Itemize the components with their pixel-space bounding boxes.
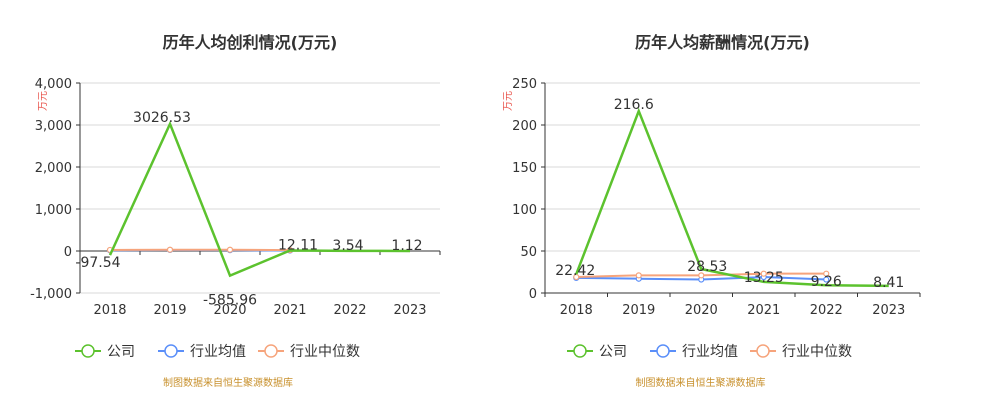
- data-label: 12.11: [278, 237, 318, 253]
- x-tick-label: 2022: [333, 303, 366, 318]
- chart-per-capita-salary: 历年人均薪酬情况(万元) 万元 0 50 100 150 200 250 2018 2019 202…: [503, 33, 921, 389]
- x-tick-label: 2023: [872, 303, 905, 318]
- legend-industry-average-marker: [656, 344, 670, 358]
- x-tick-label: 2022: [810, 303, 843, 318]
- chart-per-capita-profit: 历年人均创利情况(万元) 万元 -1,000 0 1,000 2,000 3,000 4,00…: [30, 33, 441, 389]
- data-label: 3026.53: [133, 110, 191, 126]
- data-point: [823, 276, 830, 283]
- y-tick-label: 4,000: [35, 77, 72, 92]
- data-label: 13.25: [744, 270, 784, 286]
- data-point: [166, 246, 174, 253]
- y-tick-label: 50: [520, 245, 537, 260]
- x-tick-label: 2020: [213, 303, 246, 318]
- data-label: -585.96: [203, 293, 257, 309]
- y-tick-label: 150: [512, 161, 537, 176]
- x-tick-label: 2023: [393, 303, 426, 318]
- y-tick-label: 100: [512, 203, 537, 218]
- y-tick-label: 250: [512, 77, 537, 92]
- y-tick-label: 0: [529, 287, 537, 302]
- legend-company-label: 公司: [599, 344, 627, 360]
- data-label: 9.26: [811, 274, 842, 290]
- source-note: 制图数据来自恒生聚源数据库: [163, 376, 293, 389]
- legend-industry-average-label: 行业均值: [190, 344, 246, 360]
- data-label: 8.41: [873, 275, 904, 291]
- legend-industry-median-label: 行业中位数: [290, 344, 360, 360]
- legend-industry-average-marker: [164, 344, 178, 358]
- legend-industry-median-label: 行业中位数: [782, 344, 852, 360]
- y-axis-unit-label: 万元: [38, 91, 49, 111]
- legend-industry-median-marker: [264, 344, 278, 358]
- data-point: [226, 246, 234, 253]
- chart-title: 历年人均薪酬情况(万元): [635, 33, 810, 52]
- series-line-company: [108, 120, 411, 278]
- y-axis-unit-label: 万元: [503, 91, 514, 111]
- data-point: [698, 272, 705, 279]
- data-point: [823, 270, 830, 277]
- series-line-company: [575, 107, 889, 288]
- y-tick-label: -1,000: [30, 287, 72, 302]
- chart-title: 历年人均创利情况(万元): [163, 33, 338, 52]
- data-label: -97.54: [75, 255, 120, 271]
- y-tick-label: 200: [512, 119, 537, 134]
- data-label: 28.53: [687, 259, 727, 275]
- y-tick-label: 2,000: [35, 161, 72, 176]
- data-label: 216.6: [614, 97, 654, 113]
- x-tick-label: 2018: [93, 303, 126, 318]
- legend-company-marker: [81, 344, 95, 358]
- y-tick-label: 0: [64, 245, 72, 260]
- y-tick-label: 1,000: [35, 203, 72, 218]
- data-label: 3.54: [332, 238, 363, 254]
- x-tick-label: 2021: [747, 303, 780, 318]
- x-tick-label: 2019: [622, 303, 655, 318]
- data-label: 22.42: [555, 263, 595, 279]
- x-tick-label: 2018: [560, 303, 593, 318]
- legend-company-marker: [573, 344, 587, 358]
- x-tick-label: 2020: [685, 303, 718, 318]
- legend-industry-median-marker: [756, 344, 770, 358]
- legend-company-label: 公司: [107, 344, 135, 360]
- legend-industry-average-label: 行业均值: [682, 344, 738, 360]
- source-note: 制图数据来自恒生聚源数据库: [636, 376, 766, 389]
- data-point: [573, 273, 580, 281]
- y-tick-label: 3,000: [35, 119, 72, 134]
- data-label: 1.12: [391, 238, 422, 254]
- x-tick-label: 2021: [273, 303, 306, 318]
- data-point: [760, 270, 767, 277]
- x-tick-label: 2019: [153, 303, 186, 318]
- data-point: [635, 272, 642, 279]
